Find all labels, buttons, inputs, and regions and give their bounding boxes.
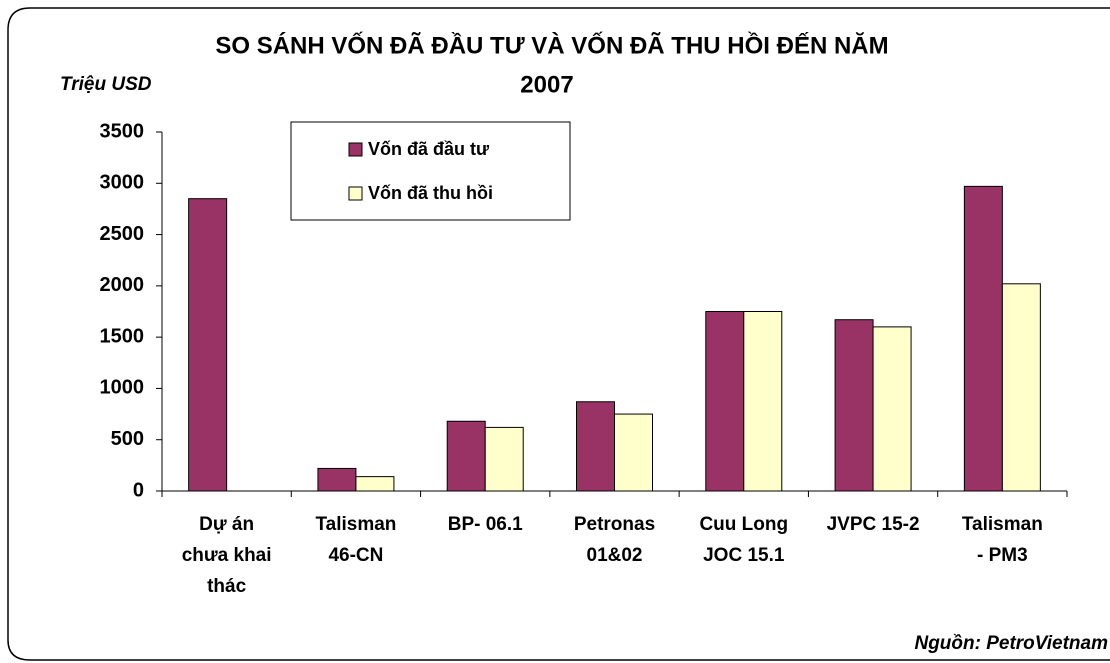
x-tick-label: 46-CN bbox=[328, 545, 383, 566]
legend-box bbox=[290, 121, 571, 221]
bar bbox=[705, 311, 745, 492]
bar bbox=[446, 420, 486, 492]
chart-title: SO SÁNH VỐN ĐÃ ĐẦU TƯ VÀ VỐN ĐÃ THU HỒI … bbox=[215, 31, 888, 59]
x-tick-label: Cuu Long bbox=[699, 514, 788, 535]
x-tick-label: Dự án bbox=[199, 514, 254, 535]
y-tick-label: 1000 bbox=[100, 377, 145, 399]
y-tick-label: 2000 bbox=[100, 274, 145, 296]
bar bbox=[484, 426, 524, 492]
chart-title: 2007 bbox=[520, 71, 573, 98]
bar bbox=[576, 401, 615, 492]
bar bbox=[317, 467, 357, 492]
x-tick-label: BP- 06.1 bbox=[448, 514, 523, 535]
x-tick-label: Talisman bbox=[962, 514, 1043, 535]
bar bbox=[872, 326, 912, 492]
y-tick-label: 0 bbox=[133, 479, 144, 501]
y-unit: Triệu USD bbox=[60, 74, 152, 95]
y-tick-label: 3500 bbox=[100, 120, 145, 142]
x-tick-label: JOC 15.1 bbox=[703, 545, 785, 566]
bar bbox=[963, 185, 1003, 492]
bar bbox=[1001, 283, 1041, 492]
source: Nguồn: PetroVietnam bbox=[914, 633, 1108, 654]
legend-label: Vốn đã đầu tư bbox=[368, 139, 490, 159]
x-tick-label: thác bbox=[207, 576, 247, 597]
x-tick-label: Petronas bbox=[574, 514, 655, 535]
legend-swatch bbox=[348, 142, 363, 157]
y-tick-label: 3000 bbox=[100, 172, 145, 194]
bar bbox=[614, 413, 653, 492]
bar bbox=[188, 198, 228, 492]
frame bbox=[7, 7, 1110, 661]
x-tick-label: 01&02 bbox=[587, 545, 643, 566]
legend-label: Vốn đã thu hồi bbox=[368, 183, 493, 203]
y-tick-label: 500 bbox=[111, 428, 144, 450]
x-tick-label: JVPC 15-2 bbox=[827, 514, 920, 535]
x-tick-label: - PM3 bbox=[977, 545, 1028, 566]
bar bbox=[355, 476, 395, 492]
x-tick-label: chưa khai bbox=[182, 545, 272, 566]
y-tick-label: 2500 bbox=[100, 223, 145, 245]
bar bbox=[834, 319, 874, 492]
legend-swatch bbox=[348, 186, 363, 201]
bar bbox=[743, 311, 783, 492]
x-tick-label: Talisman bbox=[315, 514, 396, 535]
y-tick-label: 1500 bbox=[100, 325, 145, 347]
